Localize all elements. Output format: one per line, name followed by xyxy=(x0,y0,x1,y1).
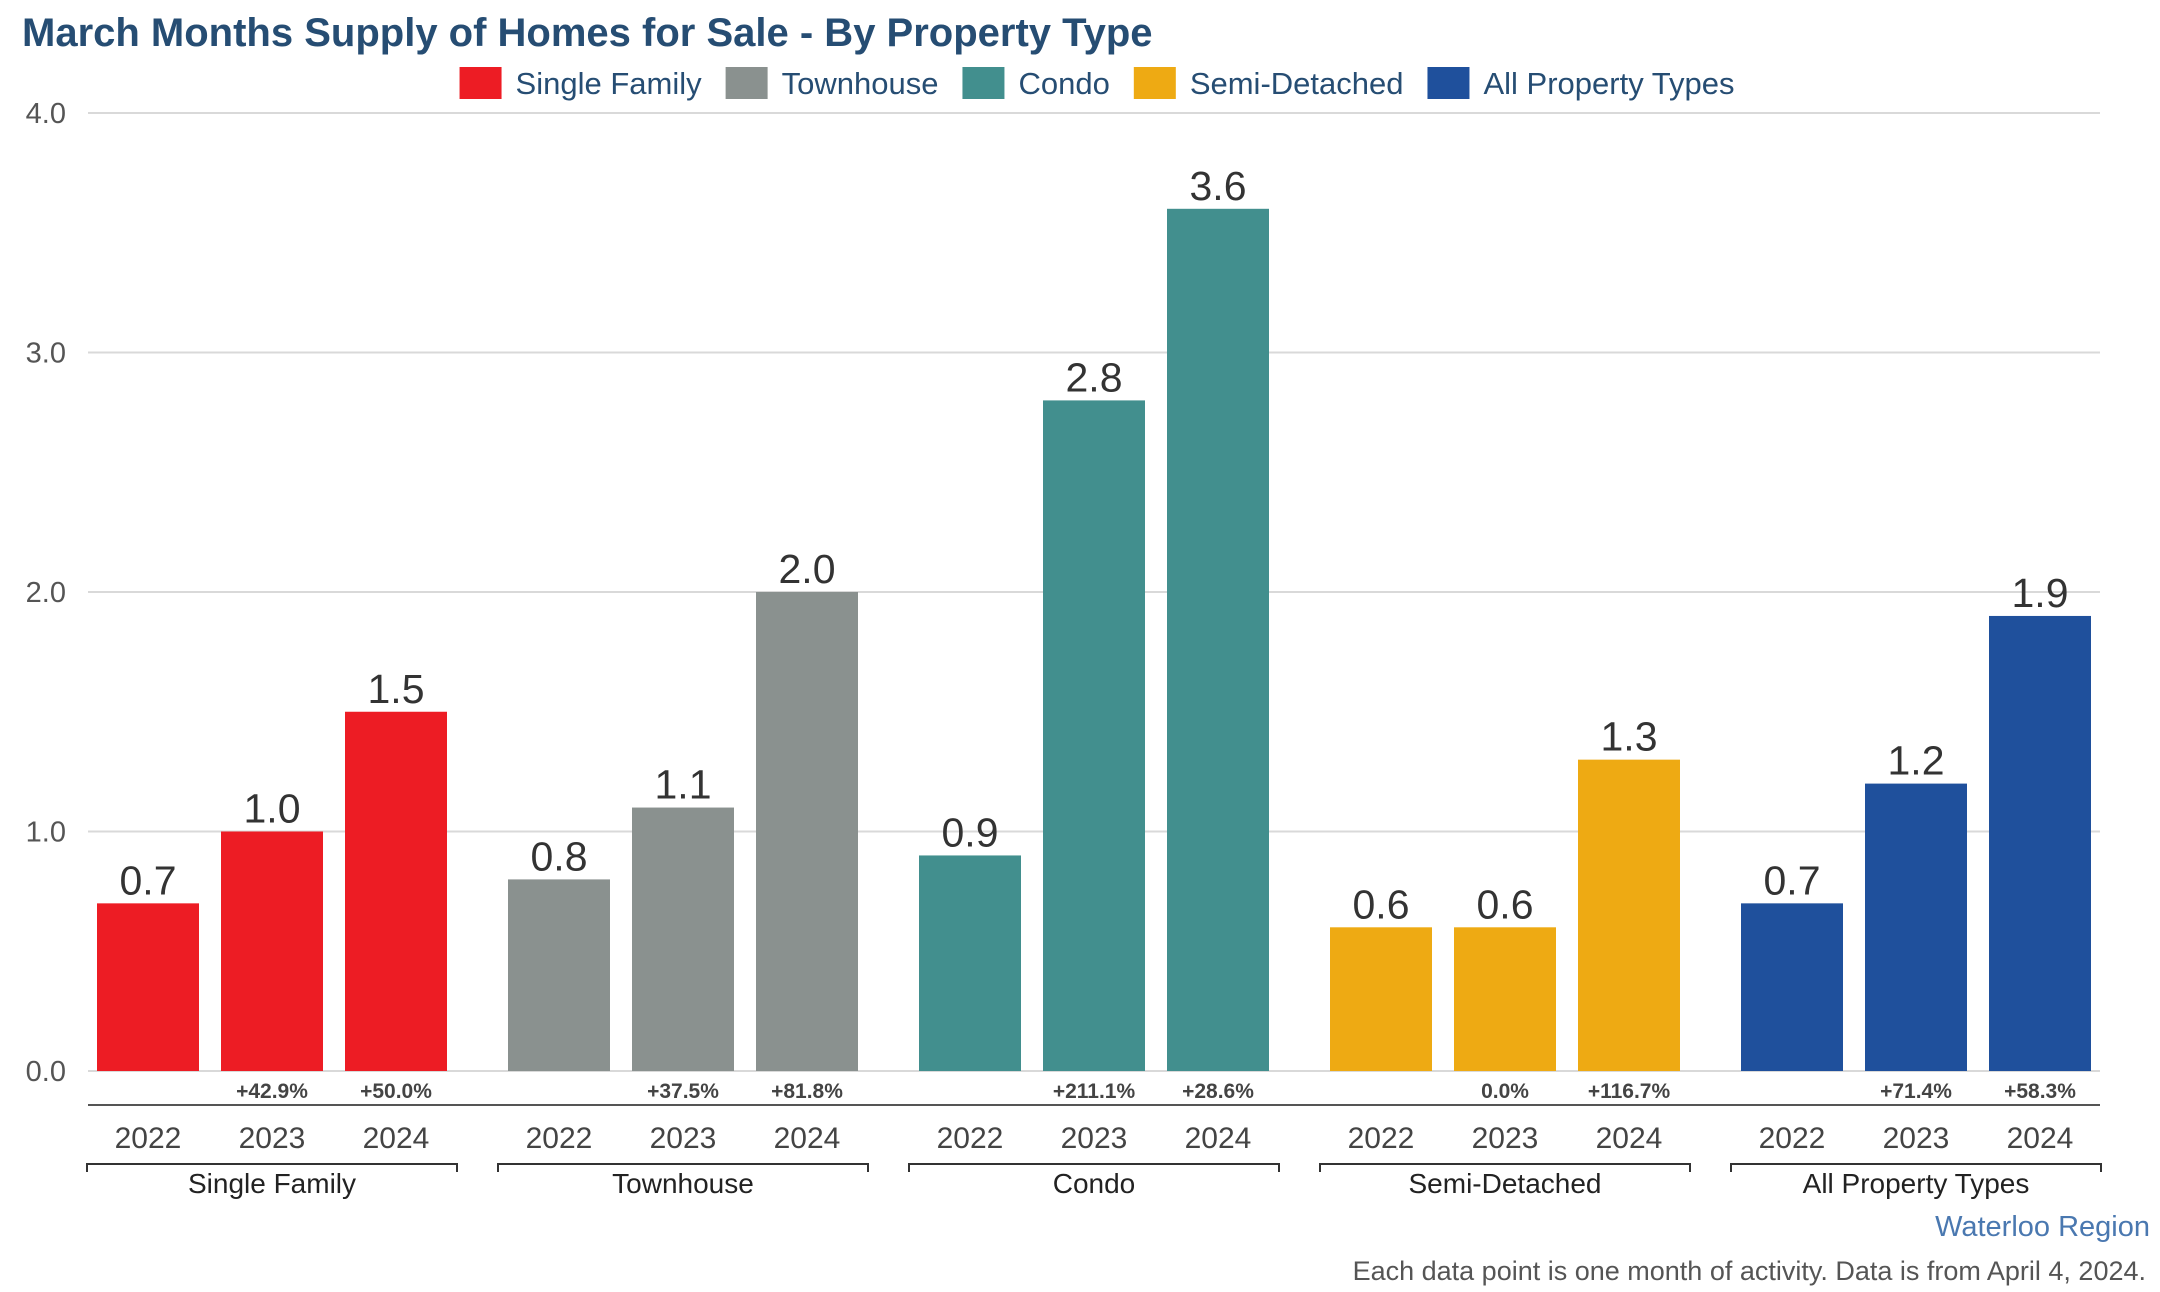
y-axis: 0.0 1.0 2.0 3.0 4.0 xyxy=(26,98,66,1088)
legend-swatch xyxy=(962,67,1005,99)
group-label: Condo xyxy=(1053,1168,1136,1199)
change-label: 0.0% xyxy=(1481,1080,1529,1103)
y-tick-label: 1.0 xyxy=(26,817,66,849)
change-label: +37.5% xyxy=(647,1080,719,1103)
y-tick-label: 3.0 xyxy=(26,338,66,370)
y-tick-label: 0.0 xyxy=(26,1056,66,1088)
legend-item: Semi-Detached xyxy=(1190,66,1404,101)
bar xyxy=(756,592,858,1071)
bar xyxy=(1167,208,1269,1072)
data-label: 0.7 xyxy=(1764,857,1821,903)
data-label: 0.8 xyxy=(531,833,588,879)
footnote: Each data point is one month of activity… xyxy=(1353,1256,2146,1286)
data-label: 1.3 xyxy=(1601,714,1658,760)
legend-item: Condo xyxy=(1018,66,1109,101)
change-label: +42.9% xyxy=(236,1080,308,1103)
group-bracket xyxy=(497,1163,869,1172)
bar xyxy=(1989,615,2091,1071)
x-tick-label: 2024 xyxy=(2007,1122,2074,1155)
data-label: 3.6 xyxy=(1190,163,1247,209)
change-label: +71.4% xyxy=(1880,1080,1952,1103)
change-label: +211.1% xyxy=(1053,1080,1136,1103)
data-label: 1.2 xyxy=(1888,738,1945,784)
bar xyxy=(1330,927,1432,1071)
y-tick-label: 4.0 xyxy=(26,98,66,130)
bar xyxy=(632,807,734,1071)
data-label: 1.5 xyxy=(368,666,425,712)
x-tick-label: 2023 xyxy=(1061,1122,1128,1155)
bar xyxy=(1865,783,1967,1071)
x-tick-label: 2023 xyxy=(239,1122,306,1155)
x-tick-label: 2024 xyxy=(774,1122,841,1155)
x-tick-label: 2023 xyxy=(650,1122,717,1155)
data-label: 1.9 xyxy=(2012,570,2069,616)
change-label: +50.0% xyxy=(360,1080,432,1103)
data-label: 2.0 xyxy=(779,546,836,592)
legend-swatch xyxy=(1133,67,1176,99)
y-tick-label: 2.0 xyxy=(26,577,66,609)
group-bracket xyxy=(908,1163,1280,1172)
chart-title: March Months Supply of Homes for Sale - … xyxy=(22,11,1153,55)
change-label: +58.3% xyxy=(2004,1080,2076,1103)
data-label: 1.1 xyxy=(655,762,712,808)
region-label: Waterloo Region xyxy=(1935,1211,2150,1243)
x-tick-label: 2022 xyxy=(526,1122,593,1155)
group-label: All Property Types xyxy=(1803,1168,2030,1199)
legend-item: All Property Types xyxy=(1483,66,1734,101)
bars: 0.7 1.0 +42.9% 1.5 +50.0% 0.8 1.1 +37.5% 2.0 +81.… xyxy=(97,163,2091,1103)
bar xyxy=(508,879,610,1071)
data-label: 1.0 xyxy=(244,786,301,832)
change-label: +116.7% xyxy=(1588,1080,1671,1103)
x-tick-label: 2022 xyxy=(1759,1122,1826,1155)
bar xyxy=(919,855,1021,1071)
group-label: Single Family xyxy=(188,1168,356,1199)
bar xyxy=(221,831,323,1071)
data-label: 0.6 xyxy=(1353,881,1410,927)
bar xyxy=(345,711,447,1071)
legend-item: Townhouse xyxy=(782,66,939,101)
x-tick-label: 2024 xyxy=(1185,1122,1252,1155)
bar xyxy=(97,903,199,1071)
legend-swatch xyxy=(459,67,502,99)
legend-swatch xyxy=(1427,67,1470,99)
x-tick-label: 2023 xyxy=(1883,1122,1950,1155)
change-label: +28.6% xyxy=(1182,1080,1254,1103)
legend: Single Family Townhouse Condo Semi-Detached… xyxy=(459,66,1734,101)
group-bracket xyxy=(1319,1163,1691,1172)
group-bracket xyxy=(1730,1163,2102,1172)
x-tick-label: 2022 xyxy=(937,1122,1004,1155)
x-tick-label: 2024 xyxy=(1596,1122,1663,1155)
bar xyxy=(1741,903,1843,1071)
legend-item: Single Family xyxy=(516,66,703,101)
x-tick-label: 2024 xyxy=(363,1122,430,1155)
data-label: 0.6 xyxy=(1477,881,1534,927)
x-tick-label: 2023 xyxy=(1472,1122,1539,1155)
bar xyxy=(1043,400,1145,1071)
group-label: Semi-Detached xyxy=(1409,1168,1602,1199)
bar xyxy=(1454,927,1556,1071)
x-tick-label: 2022 xyxy=(1348,1122,1415,1155)
data-label: 2.8 xyxy=(1066,354,1123,400)
group-bracket xyxy=(86,1163,458,1172)
group-label: Townhouse xyxy=(612,1168,754,1199)
legend-swatch xyxy=(725,67,768,99)
data-label: 0.9 xyxy=(942,809,999,855)
bar xyxy=(1578,759,1680,1071)
x-tick-label: 2022 xyxy=(115,1122,182,1155)
change-label: +81.8% xyxy=(771,1080,843,1103)
data-label: 0.7 xyxy=(120,857,177,903)
